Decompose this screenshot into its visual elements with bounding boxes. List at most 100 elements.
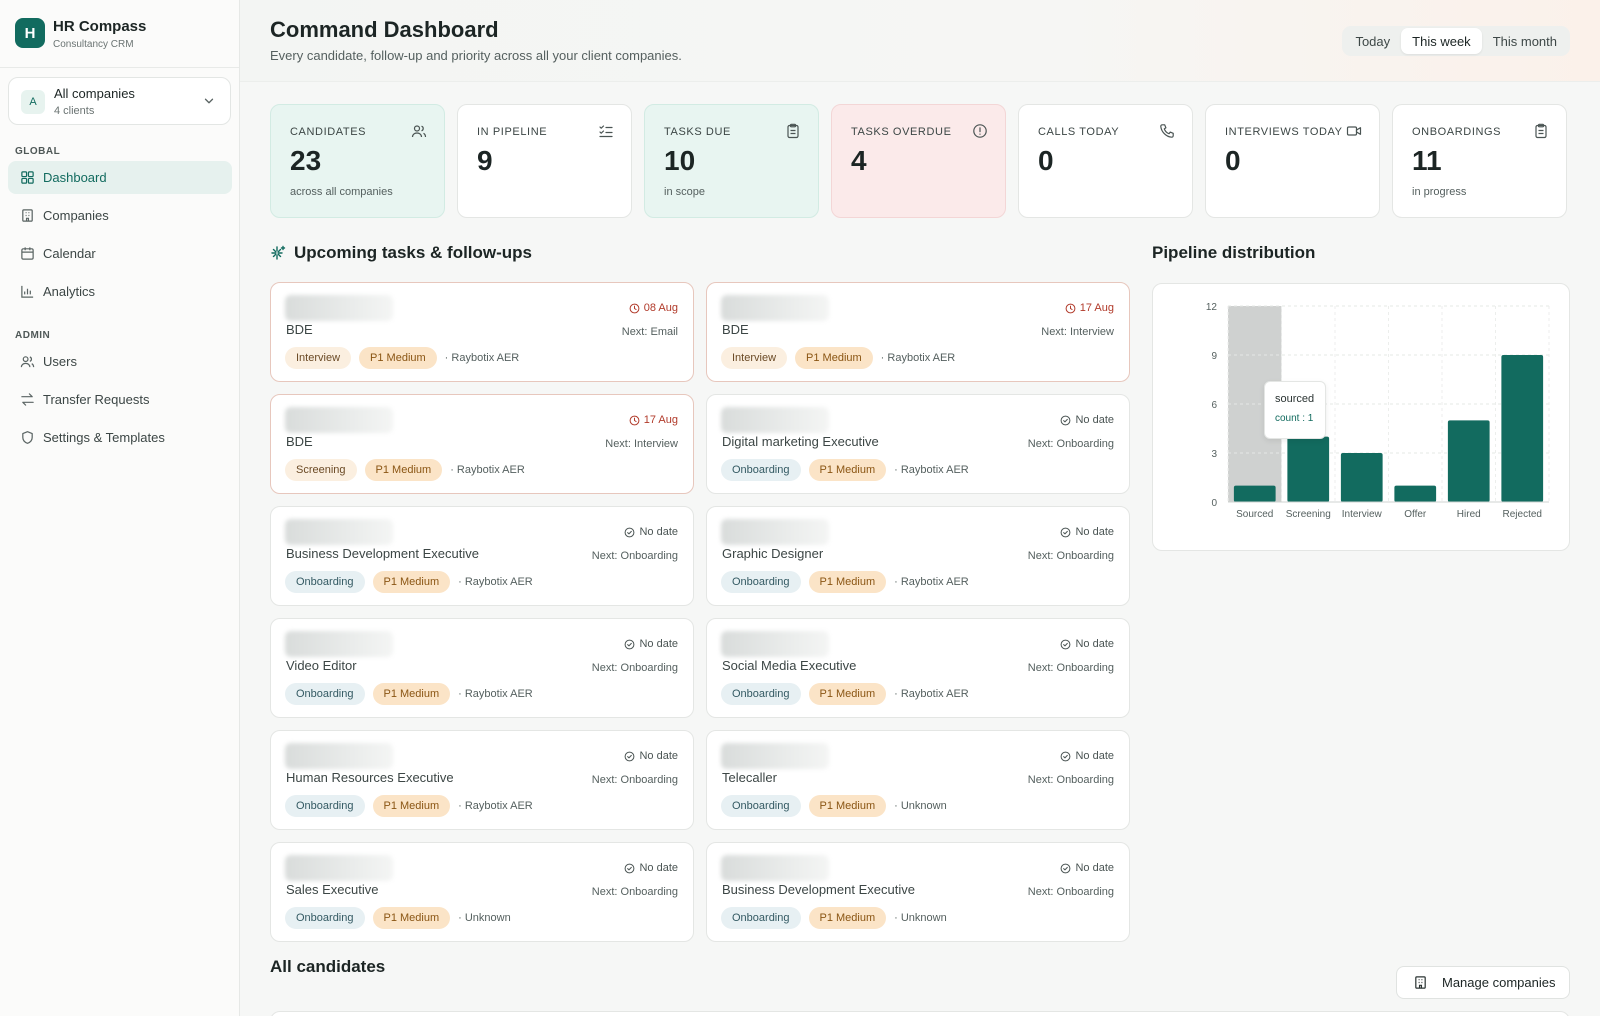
task-due-date: No date (624, 526, 678, 538)
task-date-text: No date (1075, 638, 1114, 650)
task-role: Business Development Executive (286, 546, 479, 561)
task-card[interactable]: BDE 08 Aug Next: Email Interview P1 Medium · … (270, 282, 694, 382)
task-company: · Raybotix AER (894, 688, 969, 700)
stat-card-tasks-overdue[interactable]: TASKS OVERDUE 4 (831, 104, 1006, 218)
task-card[interactable]: Social Media Executive No date Next: Onboa… (706, 618, 1130, 718)
stat-value: 10 (664, 145, 696, 176)
stat-card-onboardings[interactable]: ONBOARDINGS 11 in progress (1392, 104, 1567, 218)
range-this-week-button[interactable]: This week (1401, 28, 1482, 54)
page-title: Command Dashboard (270, 17, 499, 42)
stat-card-tasks-due[interactable]: TASKS DUE 10 in scope (644, 104, 819, 218)
task-card[interactable]: Business Development Executive No date Nex… (706, 842, 1130, 942)
task-card[interactable]: Video Editor No date Next: Onboarding Onboa… (270, 618, 694, 718)
bar-hired[interactable] (1447, 420, 1490, 502)
bar-sourced[interactable] (1233, 485, 1276, 502)
priority-badge: P1 Medium (364, 459, 443, 481)
task-date-text: No date (1075, 862, 1114, 874)
task-due-date: No date (1060, 862, 1114, 874)
chart-tooltip: sourced count : 1 (1264, 381, 1326, 439)
sidebar-item-analytics[interactable]: Analytics (8, 275, 232, 308)
sidebar-item-companies[interactable]: Companies (8, 199, 232, 232)
task-role: Business Development Executive (722, 882, 915, 897)
task-card[interactable]: Human Resources Executive No date Next: On… (270, 730, 694, 830)
range-this-month-button[interactable]: This month (1492, 33, 1557, 49)
all-candidates-heading: All candidates (270, 957, 385, 977)
brand: H HR Compass Consultancy CRM (0, 0, 239, 68)
sidebar-item-label: Dashboard (43, 170, 107, 185)
sidebar-item-settings-templates[interactable]: Settings & Templates (8, 421, 232, 454)
redacted-candidate-name (721, 631, 829, 657)
task-date-text: 08 Aug (643, 302, 678, 314)
task-due-date: No date (624, 750, 678, 762)
task-card[interactable]: Sales Executive No date Next: Onboarding On… (270, 842, 694, 942)
stage-badge: Onboarding (285, 907, 365, 929)
task-next-action: Next: Interview (1041, 326, 1114, 338)
redacted-candidate-name (721, 407, 829, 433)
stage-badge: Onboarding (721, 907, 801, 929)
phone-icon (1160, 124, 1174, 138)
stat-card-candidates[interactable]: CANDIDATES 23 across all companies (270, 104, 445, 218)
building-icon (1415, 976, 1426, 989)
calendar-icon (21, 247, 34, 260)
redacted-candidate-name (285, 295, 393, 321)
priority-badge: P1 Medium (372, 907, 451, 929)
task-date-text: 17 Aug (643, 414, 678, 426)
bar-screening[interactable] (1287, 436, 1330, 502)
check-circle-icon (625, 751, 635, 761)
task-due-date: No date (1060, 414, 1114, 426)
task-tags: Onboarding P1 Medium · Unknown (285, 907, 511, 929)
task-role: Graphic Designer (722, 546, 824, 561)
sidebar-item-users[interactable]: Users (8, 345, 232, 378)
clipboard-icon (1535, 123, 1547, 139)
sidebar: H HR Compass Consultancy CRM A All compa… (0, 0, 240, 1016)
manage-companies-button[interactable]: Manage companies (1396, 966, 1570, 999)
task-next-action: Next: Onboarding (591, 886, 678, 898)
sidebar-item-dashboard[interactable]: Dashboard (8, 161, 232, 194)
task-card[interactable]: Business Development Executive No date Nex… (270, 506, 694, 606)
check-circle-icon (625, 527, 635, 537)
stat-card-in-pipeline[interactable]: IN PIPELINE 9 (457, 104, 632, 218)
task-role: Sales Executive (286, 882, 379, 897)
sidebar-item-label: Analytics (43, 284, 96, 299)
task-company: · Unknown (894, 912, 947, 924)
task-next-action: Next: Email (621, 326, 678, 338)
bar-offer[interactable] (1394, 485, 1437, 502)
task-next-action: Next: Onboarding (1027, 550, 1114, 562)
task-card[interactable]: Telecaller No date Next: Onboarding Onboard… (706, 730, 1130, 830)
range-today-button[interactable]: Today (1355, 33, 1391, 49)
stage-badge: Onboarding (721, 795, 801, 817)
check-circle-icon (625, 863, 635, 873)
video-icon (1346, 126, 1362, 136)
task-next-action: Next: Onboarding (591, 662, 678, 674)
sidebar-item-calendar[interactable]: Calendar (8, 237, 232, 270)
stat-card-calls-today[interactable]: CALLS TODAY 0 (1018, 104, 1193, 218)
task-card[interactable]: Graphic Designer No date Next: Onboarding O… (706, 506, 1130, 606)
stat-label: INTERVIEWS TODAY (1225, 126, 1343, 138)
stat-card-interviews-today[interactable]: INTERVIEWS TODAY 0 (1205, 104, 1380, 218)
task-role: Digital marketing Executive (722, 434, 879, 449)
task-card[interactable]: Digital marketing Executive No date Next: … (706, 394, 1130, 494)
stat-value: 4 (851, 145, 867, 176)
task-company: · Unknown (458, 912, 511, 924)
task-tags: Interview P1 Medium · Raybotix AER (721, 347, 955, 369)
task-next-action: Next: Onboarding (1027, 774, 1114, 786)
stat-value: 0 (1038, 145, 1054, 176)
grid-icon (21, 171, 34, 184)
task-card[interactable]: BDE 17 Aug Next: Interview Screening P1 Medi… (270, 394, 694, 494)
redacted-candidate-name (285, 631, 393, 657)
stage-badge: Interview (721, 347, 788, 369)
task-date-text: No date (639, 750, 678, 762)
task-date-text: No date (639, 526, 678, 538)
bar-rejected[interactable] (1501, 355, 1544, 502)
stat-value: 0 (1225, 145, 1241, 176)
check-circle-icon (1061, 415, 1071, 425)
sidebar-item-transfer-requests[interactable]: Transfer Requests (8, 383, 232, 416)
task-due-date: No date (1060, 638, 1114, 650)
bar-interview[interactable] (1340, 453, 1383, 502)
stage-badge: Screening (285, 459, 357, 481)
task-tags: Onboarding P1 Medium · Raybotix AER (721, 683, 969, 705)
company-selector[interactable]: A All companies 4 clients (8, 77, 231, 125)
candidates-table (270, 1011, 1570, 1016)
stat-label: CALLS TODAY (1038, 126, 1120, 138)
task-card[interactable]: BDE 17 Aug Next: Interview Interview P1 Medi… (706, 282, 1130, 382)
